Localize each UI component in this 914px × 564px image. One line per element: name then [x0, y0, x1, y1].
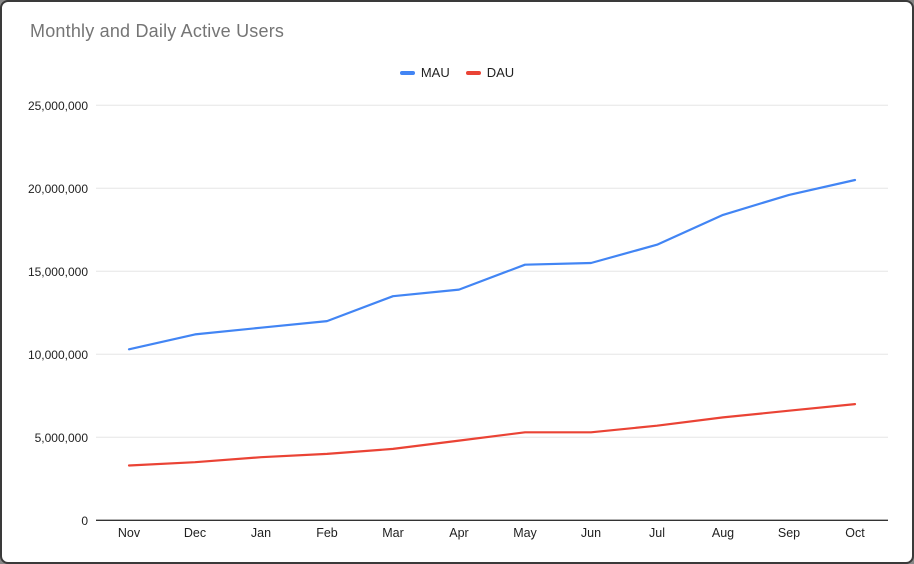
- x-axis-tick-label: Nov: [118, 526, 141, 540]
- chart-title: Monthly and Daily Active Users: [30, 21, 285, 41]
- y-axis-tick-label: 25,000,000: [28, 99, 88, 113]
- x-axis-tick-label: Mar: [382, 526, 404, 540]
- y-axis-tick-label: 20,000,000: [28, 182, 88, 196]
- x-axis-tick-label: Jul: [649, 526, 665, 540]
- series-line-mau: [127, 178, 857, 351]
- x-axis-tick-label: Jan: [251, 526, 271, 540]
- x-axis-tick-label: Jun: [581, 526, 601, 540]
- x-axis-tick-label: Feb: [316, 526, 338, 540]
- series-line-dau: [127, 403, 857, 467]
- legend-label-mau: MAU: [420, 65, 450, 80]
- dau-series-swatch-icon: [465, 70, 481, 75]
- x-axis-tick-label: Sep: [778, 526, 800, 540]
- x-axis-tick-label: Apr: [449, 526, 468, 540]
- y-axis-tick-label: 5,000,000: [35, 431, 89, 445]
- x-axis-tick-label: Dec: [184, 526, 206, 540]
- chart-legend: MAU DAU: [2, 65, 912, 80]
- y-axis-tick-label: 10,000,000: [28, 348, 88, 362]
- mau-series-swatch-icon: [399, 70, 415, 75]
- y-axis-tick-label: 0: [81, 514, 88, 528]
- legend-item-dau[interactable]: DAU: [465, 65, 515, 80]
- x-axis-tick-label: Oct: [845, 526, 865, 540]
- y-axis-tick-label: 15,000,000: [28, 265, 88, 279]
- legend-label-dau: DAU: [486, 65, 515, 80]
- x-axis-tick-label: Aug: [712, 526, 734, 540]
- x-axis-tick-label: May: [513, 526, 537, 540]
- legend-item-mau[interactable]: MAU: [399, 65, 450, 80]
